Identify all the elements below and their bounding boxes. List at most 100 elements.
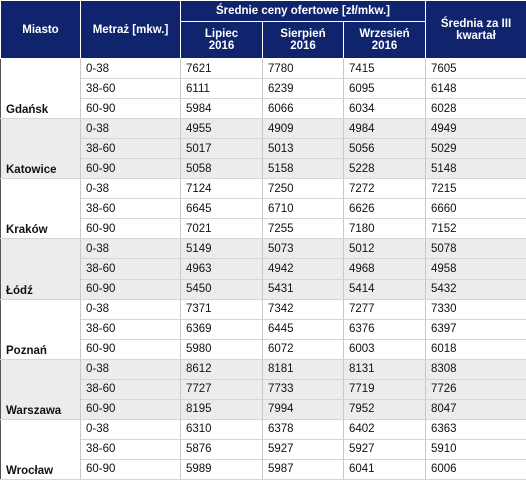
size-cell: 38-60 (80, 379, 181, 400)
price-cell: 7152 (425, 218, 526, 240)
price-cell: 5876 (180, 439, 263, 460)
city-cell: Katowice (0, 118, 81, 180)
data-row: Poznań 0-38 7371 7342 7277 7330 (0, 299, 526, 360)
size-cell: 0-38 (80, 299, 181, 320)
header-cell: Miasto (0, 0, 81, 59)
size-cell: 0-38 (80, 118, 181, 140)
price-cell: 7994 (262, 399, 344, 420)
data-row: 38-60 6111 6239 6095 6148 (1, 78, 526, 100)
price-cell: 5989 (180, 459, 263, 480)
price-cell: 7272 (343, 178, 426, 200)
price-cell: 5148 (425, 158, 526, 180)
price-cell: 7621 (180, 58, 263, 80)
city-cell: Warszawa (0, 359, 81, 420)
price-cell: 5980 (180, 339, 263, 360)
city-cell: Poznań (0, 299, 81, 360)
price-cell: 6018 (425, 339, 526, 360)
price-cell: 7277 (343, 299, 426, 320)
price-cell: 7250 (262, 178, 344, 200)
header-text: Lipiec 2016 (204, 28, 239, 52)
data-row: 60-90 7021 7255 7180 7152 (1, 218, 526, 240)
header-cell: Średnie ceny ofertowe [zł/mkw.] (180, 0, 426, 22)
data-row: Łódź 0-38 5149 5073 5012 5078 (0, 238, 526, 300)
price-cell: 6645 (180, 198, 263, 220)
price-cell: 4968 (343, 258, 426, 280)
price-cell: 6041 (343, 459, 426, 480)
size-cell: 38-60 (80, 439, 181, 460)
price-cell: 7255 (262, 218, 344, 240)
header-text: Wrzesień 2016 (359, 28, 410, 52)
price-cell: 6310 (180, 419, 263, 440)
data-row: 38-60 7727 7733 7719 7726 (1, 379, 526, 400)
price-cell: 4942 (262, 258, 344, 280)
price-cell: 6034 (343, 98, 426, 120)
price-cell: 6363 (425, 419, 526, 440)
price-cell: 6378 (262, 419, 344, 440)
size-cell: 0-38 (80, 238, 181, 260)
size-cell: 60-90 (80, 218, 181, 240)
price-cell: 5431 (262, 279, 344, 300)
price-cell: 7342 (262, 299, 344, 320)
price-cell: 5228 (343, 158, 426, 180)
size-cell: 0-38 (80, 419, 181, 440)
price-cell: 6111 (180, 78, 263, 100)
header-text: Sierpień 2016 (280, 28, 326, 52)
price-cell: 7215 (425, 178, 526, 200)
city-cell: Wrocław (0, 419, 81, 480)
price-cell: 8195 (180, 399, 263, 420)
price-cell: 6066 (262, 98, 344, 120)
size-cell: 0-38 (80, 58, 181, 80)
data-row: 38-60 6645 6710 6626 6660 (1, 198, 526, 220)
price-cell: 6239 (262, 78, 344, 100)
size-cell: 60-90 (80, 339, 181, 360)
size-cell: 60-90 (80, 279, 181, 300)
size-cell: 60-90 (80, 158, 181, 180)
price-cell: 6148 (425, 78, 526, 100)
header-cell: Wrzesień 2016 (343, 21, 426, 59)
data-row: 38-60 6369 6445 6376 6397 (1, 319, 526, 340)
price-cell: 7124 (180, 178, 263, 200)
data-row: Wrocław 0-38 6310 6378 6402 6363 (0, 419, 526, 480)
data-row: 38-60 5017 5013 5056 5029 (1, 138, 526, 160)
price-cell: 5158 (262, 158, 344, 180)
size-cell: 38-60 (80, 138, 181, 160)
price-cell: 5017 (180, 138, 263, 160)
data-row: 60-90 5058 5158 5228 5148 (1, 158, 526, 180)
price-cell: 5927 (343, 439, 426, 460)
price-cell: 5029 (425, 138, 526, 160)
header-text: Średnia za III kwartał (440, 17, 512, 42)
price-cell: 7180 (343, 218, 426, 240)
price-cell: 4984 (343, 118, 426, 140)
price-cell: 7727 (180, 379, 263, 400)
header-row: Lipiec 2016 Sierpień 2016 Wrzesień 2016 (1, 21, 526, 59)
price-cell: 5432 (425, 279, 526, 300)
header-cell: Sierpień 2016 (262, 21, 344, 59)
price-cell: 7330 (425, 299, 526, 320)
header-row: Miasto Metraż [mkw.] Średnie ceny oferto… (0, 0, 526, 59)
price-cell: 6710 (262, 198, 344, 220)
price-cell: 8612 (180, 359, 263, 380)
price-cell: 4963 (180, 258, 263, 280)
price-cell: 7415 (343, 58, 426, 80)
size-cell: 38-60 (80, 78, 181, 100)
price-cell: 5073 (262, 238, 344, 260)
price-cell: 6003 (343, 339, 426, 360)
data-row: 60-90 5984 6066 6034 6028 (1, 98, 526, 120)
price-cell: 7726 (425, 379, 526, 400)
city-cell: Łódź (0, 238, 81, 300)
price-cell: 5056 (343, 138, 426, 160)
price-cell: 5987 (262, 459, 344, 480)
data-row: 60-90 5989 5987 6041 6006 (1, 459, 526, 480)
size-cell: 60-90 (80, 98, 181, 120)
price-cell: 6376 (343, 319, 426, 340)
price-cell: 7733 (262, 379, 344, 400)
price-cell: 5012 (343, 238, 426, 260)
price-cell: 6660 (425, 198, 526, 220)
data-row: 38-60 4963 4942 4968 4958 (1, 258, 526, 280)
price-cell: 5149 (180, 238, 263, 260)
price-cell: 6445 (262, 319, 344, 340)
price-cell: 4909 (262, 118, 344, 140)
price-cell: 6028 (425, 98, 526, 120)
